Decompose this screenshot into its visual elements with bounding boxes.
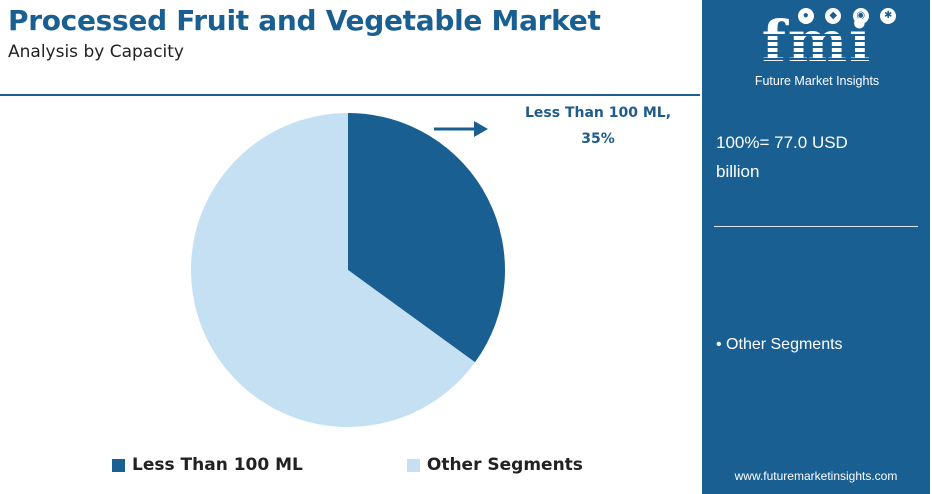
sidebar-divider	[714, 226, 918, 227]
info-sidebar: ● ◆ ◉ ✱ fmi Future Market Insights 100%=…	[702, 0, 930, 494]
website-url: www.futuremarketinsights.com	[734, 469, 898, 483]
pie-slice-less-than-100-ml	[348, 113, 506, 363]
chart-title: Processed Fruit and Vegetable Market	[8, 4, 601, 37]
leaf-icon: ◆	[825, 8, 842, 24]
pie-chart	[191, 113, 506, 427]
chart-subtitle: Analysis by Capacity	[8, 42, 184, 62]
header-divider	[0, 94, 700, 96]
legend-label: Other Segments	[426, 455, 583, 475]
legend-swatch-dark	[112, 458, 125, 472]
callout-arrow-icon	[474, 121, 488, 137]
market-total-line2: billion	[716, 162, 760, 181]
logo-tagline: Future Market Insights	[754, 74, 880, 88]
callout-value: 35%	[581, 131, 615, 147]
globe-icon: ◉	[852, 8, 869, 24]
pie-slice-other-segments	[191, 113, 476, 427]
chart-legend: Less Than 100 ML Other Segments	[112, 453, 687, 477]
legend-item-other-segments: Other Segments	[406, 455, 583, 475]
legend-swatch-light	[406, 458, 420, 472]
callout-label: Less Than 100 ML,	[524, 105, 672, 121]
logo-icon-row: ● ◆ ◉ ✱	[792, 8, 902, 30]
fmi-logo: ● ◆ ◉ ✱ fmi Future Market Insights	[732, 8, 902, 92]
slice-callout: Less Than 100 ML, 35%	[508, 100, 688, 152]
market-total: 100%= 77.0 USD billion	[716, 128, 916, 186]
logo-wordmark: fmi	[761, 9, 873, 75]
market-total-line1: 100%= 77.0 USD	[716, 133, 848, 152]
legend-label: Less Than 100 ML	[132, 455, 303, 475]
legend-item-less-than-100ml: Less Than 100 ML	[112, 455, 303, 475]
gear-icon: ✱	[880, 8, 897, 24]
sidebar-bullet: • Other Segments	[716, 336, 843, 353]
fruit-icon: ●	[797, 8, 814, 24]
